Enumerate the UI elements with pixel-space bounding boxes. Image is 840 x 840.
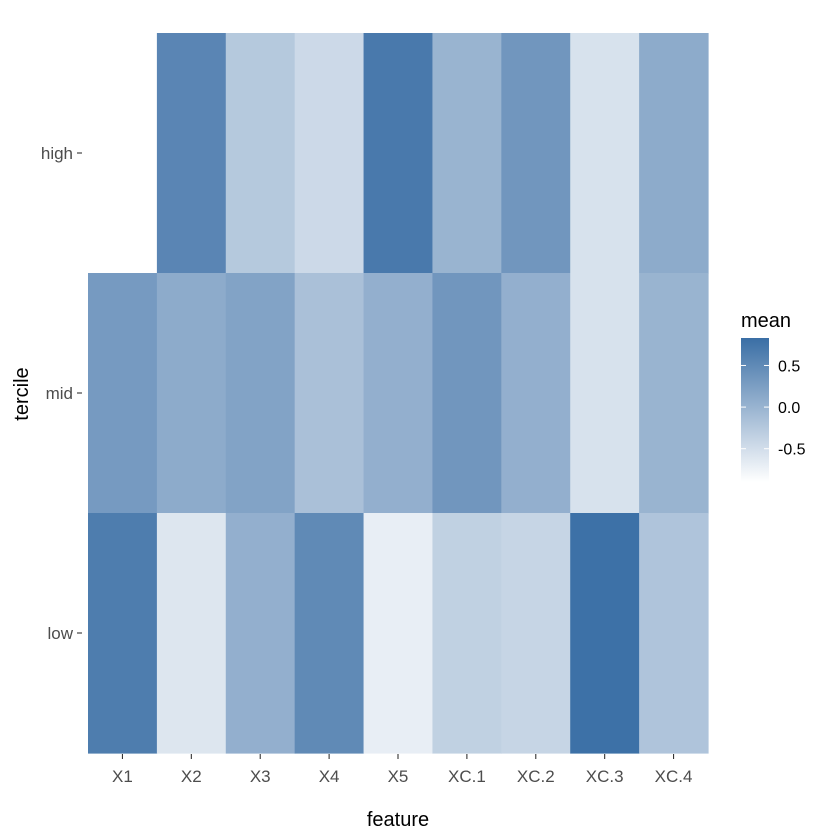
heatmap-cell-mid-X1: [88, 273, 158, 514]
heatmap-cell-low-X1: [88, 513, 158, 754]
heatmap-cell-mid-XC.2: [501, 273, 571, 514]
x-tick-label-XC.2: XC.2: [517, 767, 555, 786]
heatmap-cell-low-X3: [225, 513, 296, 754]
x-tick-label-X5: X5: [388, 767, 409, 786]
heatmap-cell-low-X4: [294, 513, 365, 754]
heatmap-cell-low-XC.3: [570, 513, 640, 754]
heatmap-cell-mid-XC.3: [570, 273, 640, 514]
legend-colorbar: [741, 338, 769, 482]
x-tick-label-XC.3: XC.3: [586, 767, 624, 786]
heatmap-cell-high-X4: [294, 33, 365, 274]
heatmap-cell-high-XC.4: [639, 33, 709, 274]
x-tick-label-XC.4: XC.4: [655, 767, 693, 786]
heatmap-cell-low-X2: [156, 513, 227, 754]
x-tick-label-XC.1: XC.1: [448, 767, 486, 786]
x-axis-title: feature: [367, 809, 429, 831]
x-tick-label-X2: X2: [181, 767, 202, 786]
x-tick-label-X4: X4: [319, 767, 340, 786]
legend-ticks: 0.5 0.0 -0.5: [741, 358, 806, 459]
legend: mean 0.5 0.0 -0.5: [741, 310, 806, 482]
heatmap-cell-high-XC.1: [432, 33, 502, 274]
heatmap-cell-low-XC.2: [501, 513, 571, 754]
y-tick-label-high: high: [41, 144, 73, 163]
legend-tick-label-1: 0.0: [778, 400, 800, 417]
y-tick-label-mid: mid: [46, 384, 73, 403]
heatmap-cell-low-XC.1: [432, 513, 502, 754]
heatmap-cell-high-XC.3: [570, 33, 640, 274]
heatmap-cell-high-X3: [225, 33, 296, 274]
heatmap-cell-high-XC.2: [501, 33, 571, 274]
heatmap-cell-low-XC.4: [639, 513, 709, 754]
y-axis: high mid low: [41, 144, 82, 643]
y-tick-label-low: low: [47, 624, 73, 643]
heatmap-cell-mid-X2: [156, 273, 227, 514]
heatmap-cell-low-X5: [363, 513, 434, 754]
x-tick-label-X1: X1: [112, 767, 133, 786]
legend-tick-label-2: -0.5: [778, 442, 806, 459]
heatmap-cell-high-X5: [363, 33, 434, 274]
heatmap-cell-mid-X4: [294, 273, 365, 514]
heatmap-cell-high-X2: [156, 33, 227, 274]
heatmap-cell-mid-X3: [225, 273, 296, 514]
heatmap-cell-mid-XC.1: [432, 273, 502, 514]
heatmap-cell-mid-X5: [363, 273, 434, 514]
legend-title: mean: [741, 310, 791, 332]
x-tick-label-X3: X3: [250, 767, 271, 786]
y-axis-title: tercile: [11, 367, 33, 420]
legend-tick-label-0: 0.5: [778, 358, 800, 375]
heatmap-cell-mid-XC.4: [639, 273, 709, 514]
x-axis: X1 X2 X3 X4 X5 XC.1 XC.2 XC.3 XC.4: [112, 754, 692, 786]
heatmap-cells: [88, 33, 709, 754]
